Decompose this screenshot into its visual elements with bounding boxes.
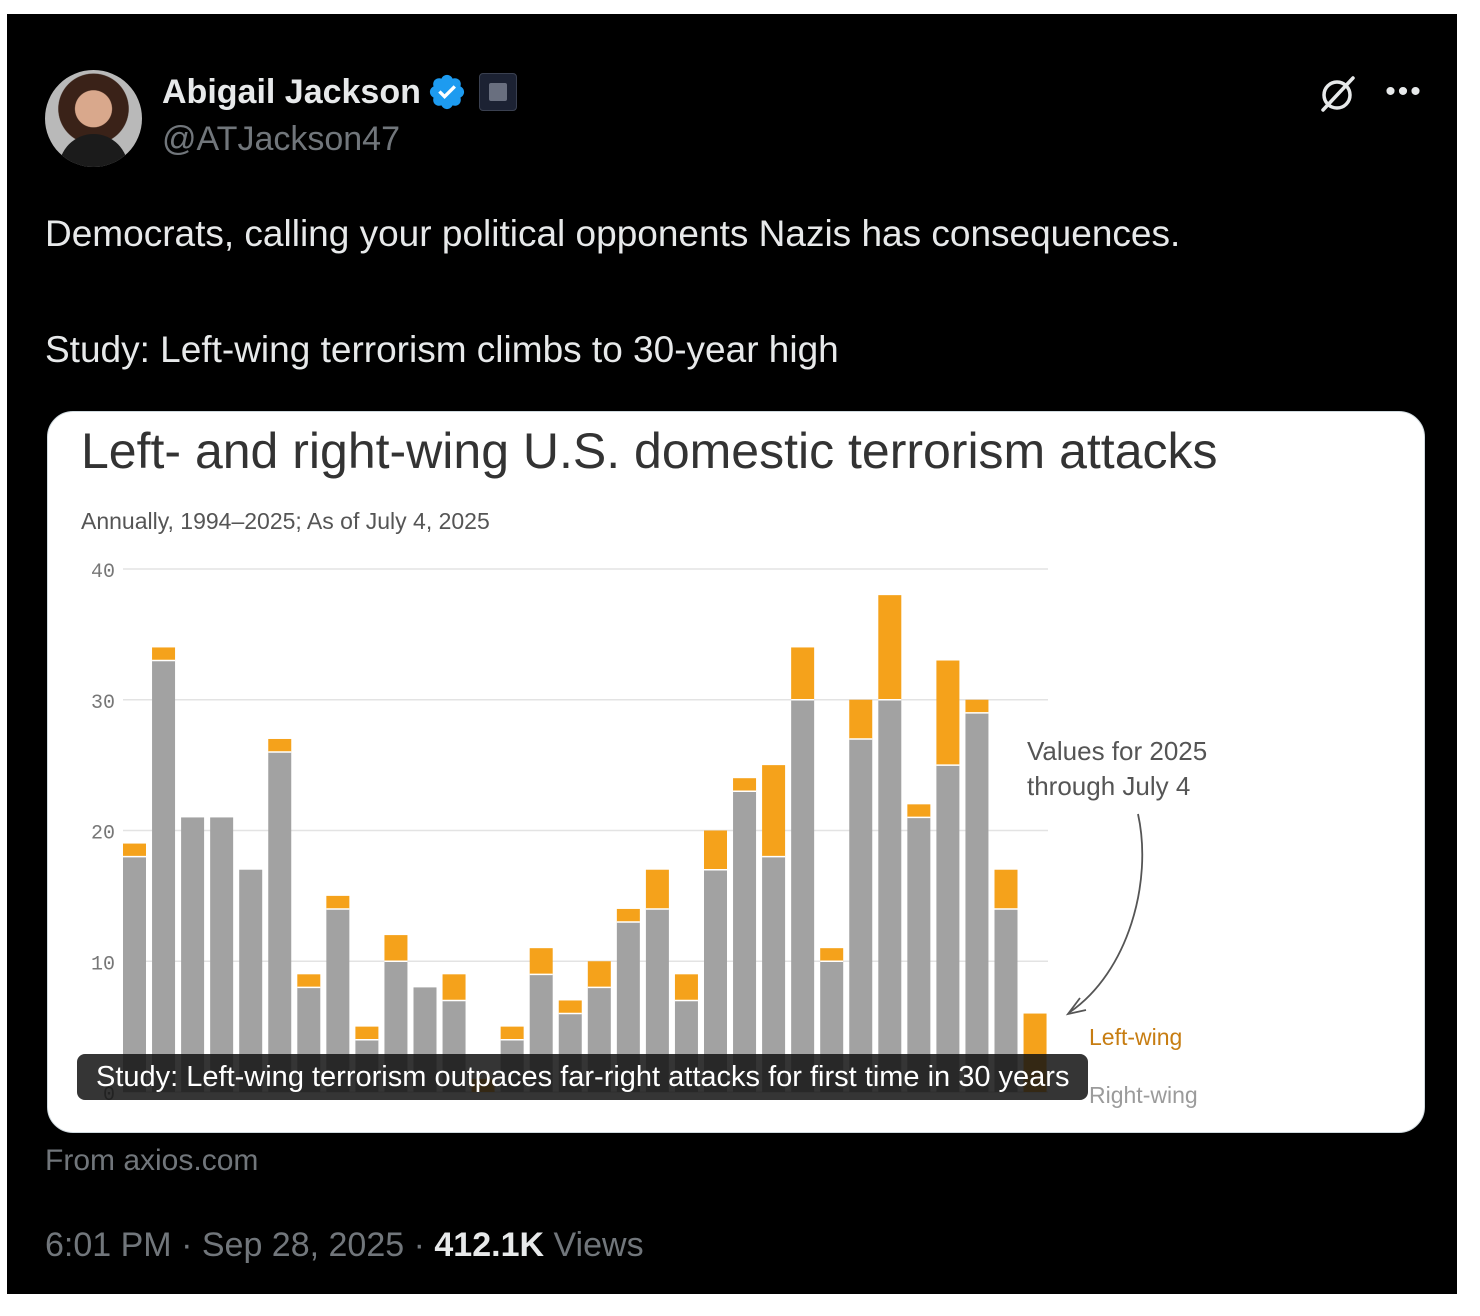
bar-right-wing (239, 869, 263, 1092)
views-label: Views (553, 1226, 644, 1264)
tweet-text-line-2: Study: Left-wing terrorism climbs to 30-… (45, 329, 839, 370)
bar-left-wing (936, 660, 960, 766)
bar-left-wing (733, 778, 757, 792)
bar-left-wing (297, 974, 321, 988)
tweet-text-line-1: Democrats, calling your political oppone… (45, 213, 1181, 254)
tweet-time[interactable]: 6:01 PM (45, 1226, 172, 1264)
bar-right-wing (791, 699, 815, 1092)
card-caption[interactable]: Study: Left-wing terrorism outpaces far-… (77, 1054, 1089, 1100)
views-count[interactable]: 412.1K (434, 1226, 545, 1264)
y-tick-label: 20 (91, 823, 115, 846)
bar-right-wing (878, 699, 902, 1092)
bar-left-wing (152, 647, 176, 661)
author-handle[interactable]: @ATJackson47 (162, 120, 400, 158)
bar-right-wing (733, 791, 757, 1092)
author-row: Abigail Jackson (162, 70, 517, 114)
bar-left-wing (791, 647, 815, 700)
bar-left-wing (123, 843, 146, 857)
bar-left-wing (500, 1026, 524, 1040)
tweet-text: Democrats, calling your political oppone… (45, 210, 1435, 374)
tweet[interactable]: Abigail Jackson @ATJackson47 ••• Democra… (7, 14, 1457, 1294)
more-icon[interactable]: ••• (1385, 75, 1423, 108)
grok-icon[interactable] (1315, 72, 1359, 116)
legend-left-wing: Left-wing (1089, 1024, 1183, 1050)
bar-right-wing (994, 908, 1018, 1092)
bar-left-wing (442, 974, 466, 1001)
y-tick-label: 30 (91, 692, 115, 715)
chart-title: Left- and right-wing U.S. domestic terro… (81, 423, 1218, 479)
bar-right-wing (849, 738, 873, 1092)
bar-left-wing (587, 961, 611, 988)
bar-left-wing (674, 974, 698, 1001)
author-name[interactable]: Abigail Jackson (162, 72, 421, 111)
bar-right-wing (123, 856, 146, 1092)
bar-right-wing (268, 752, 292, 1092)
avatar[interactable] (45, 70, 142, 167)
chart-subtitle: Annually, 1994–2025; As of July 4, 2025 (81, 508, 490, 534)
bar-left-wing (529, 948, 553, 975)
bar-right-wing (704, 869, 727, 1092)
bar-right-wing (210, 817, 234, 1092)
bar-right-wing (965, 712, 989, 1092)
bar-left-wing (965, 699, 989, 713)
bar-right-wing (152, 660, 176, 1092)
y-tick-label: 40 (91, 561, 115, 584)
bar-left-wing (907, 804, 931, 818)
chart-annotation: Values for 2025 through July 4 (1027, 736, 1208, 801)
bar-right-wing (326, 908, 350, 1092)
bar-left-wing (820, 948, 844, 962)
tweet-meta: 6:01 PM · Sep 28, 2025 · 412.1K Views (45, 1226, 644, 1265)
meta-separator: · (181, 1226, 193, 1264)
bar-left-wing (268, 738, 292, 753)
bar-left-wing (384, 935, 408, 962)
bar-left-wing (558, 1000, 582, 1014)
bar-right-wing (907, 817, 931, 1092)
bar-left-wing (616, 908, 640, 923)
bar-right-wing (616, 922, 640, 1092)
y-tick-label: 10 (91, 953, 115, 976)
legend-right-wing: Right-wing (1089, 1082, 1198, 1108)
bar-left-wing (355, 1026, 379, 1040)
bar-left-wing (645, 869, 669, 909)
bar-left-wing (704, 830, 727, 870)
bar-left-wing (326, 895, 350, 909)
meta-separator-2: · (413, 1226, 425, 1264)
tweet-date[interactable]: Sep 28, 2025 (201, 1226, 405, 1264)
card-source[interactable]: From axios.com (45, 1144, 259, 1177)
bar-right-wing (645, 908, 669, 1092)
bar-right-wing (762, 856, 786, 1092)
annotation-arrow (1069, 813, 1144, 1013)
annotation-arrowhead (1065, 997, 1087, 1016)
bar-left-wing (878, 595, 902, 700)
link-card[interactable]: Left- and right-wing U.S. domestic terro… (47, 411, 1425, 1133)
bar-right-wing (936, 765, 960, 1092)
bar-left-wing (994, 869, 1018, 909)
bar-right-wing (181, 817, 205, 1092)
bar-left-wing (849, 699, 873, 739)
bar-left-wing (762, 765, 786, 857)
white-house-badge-icon[interactable] (478, 73, 517, 111)
verified-badge-icon[interactable] (427, 72, 467, 112)
